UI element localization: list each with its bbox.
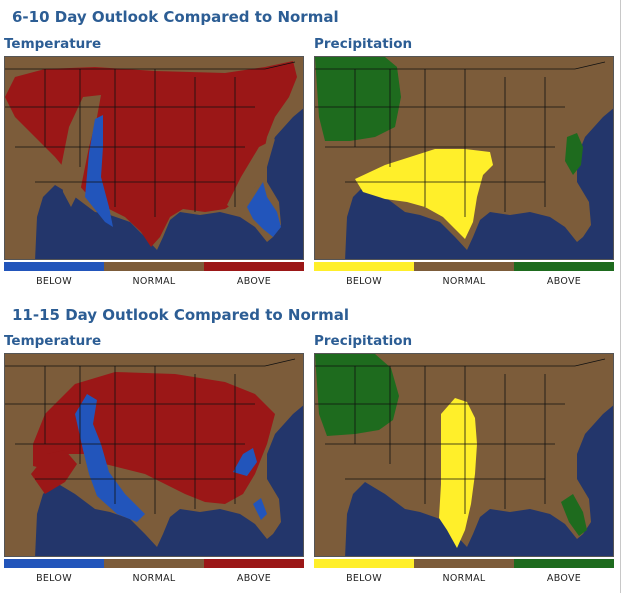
legend-swatch-below bbox=[4, 559, 104, 568]
legend-swatch-above bbox=[514, 262, 614, 271]
temperature-map-6-10 bbox=[4, 56, 304, 260]
legend-label-above: ABOVE bbox=[236, 276, 272, 287]
above-normal-east-coast bbox=[565, 133, 583, 175]
legend-swatch-normal bbox=[414, 559, 514, 568]
state-borders bbox=[315, 358, 606, 514]
state-borders bbox=[5, 358, 296, 514]
legend-swatch-below bbox=[4, 262, 104, 271]
legend-swatch-normal bbox=[414, 262, 514, 271]
precipitation-title-11-15: Precipitation bbox=[314, 333, 413, 349]
legend-swatch-above bbox=[204, 262, 304, 271]
below-normal-plains bbox=[439, 398, 477, 548]
above-normal-southwest-band bbox=[31, 450, 77, 494]
temperature-map-6-10-svg bbox=[5, 57, 303, 259]
legend-label-normal: NORMAL bbox=[132, 573, 176, 584]
normal-streak-west bbox=[61, 95, 101, 207]
legend-label-normal: NORMAL bbox=[442, 276, 486, 287]
temperature-legend-bar-6-10 bbox=[4, 262, 304, 271]
legend-label-normal: NORMAL bbox=[132, 276, 176, 287]
temperature-map-11-15-svg bbox=[5, 354, 303, 556]
temperature-legend-bar-11-15 bbox=[4, 559, 304, 568]
legend-swatch-normal bbox=[104, 559, 204, 568]
legend-label-below: BELOW bbox=[346, 573, 382, 584]
below-normal-lakes bbox=[233, 448, 257, 476]
precipitation-legend-bar-6-10 bbox=[314, 262, 614, 271]
below-normal-west bbox=[75, 394, 145, 522]
legend-label-below: BELOW bbox=[36, 573, 72, 584]
section-title-11-15: 11-15 Day Outlook Compared to Normal bbox=[12, 306, 350, 324]
below-normal-florida bbox=[253, 498, 267, 520]
precipitation-map-6-10-svg bbox=[315, 57, 613, 259]
legend-label-normal: NORMAL bbox=[442, 573, 486, 584]
page-right-border bbox=[620, 0, 621, 593]
precipitation-map-6-10 bbox=[314, 56, 614, 260]
precipitation-map-11-15 bbox=[314, 353, 614, 557]
precipitation-title-6-10: Precipitation bbox=[314, 36, 413, 52]
legend-label-below: BELOW bbox=[346, 276, 382, 287]
temperature-title-6-10: Temperature bbox=[4, 36, 102, 52]
state-borders bbox=[315, 61, 606, 217]
legend-label-above: ABOVE bbox=[546, 573, 582, 584]
legend-label-above: ABOVE bbox=[546, 276, 582, 287]
temperature-legend-labels-11-15: BELOW NORMAL ABOVE bbox=[4, 573, 304, 584]
temperature-legend-labels-6-10: BELOW NORMAL ABOVE bbox=[4, 276, 304, 287]
above-normal-northwest bbox=[315, 354, 399, 436]
below-normal-florida bbox=[247, 182, 281, 237]
temperature-title-11-15: Temperature bbox=[4, 333, 102, 349]
section-title-6-10: 6-10 Day Outlook Compared to Normal bbox=[12, 8, 339, 26]
below-normal-south bbox=[355, 149, 493, 239]
legend-swatch-above bbox=[204, 559, 304, 568]
above-normal-northwest bbox=[315, 57, 401, 141]
state-borders bbox=[5, 61, 296, 217]
temperature-map-11-15 bbox=[4, 353, 304, 557]
legend-label-above: ABOVE bbox=[236, 573, 272, 584]
above-normal-florida bbox=[561, 494, 587, 536]
legend-swatch-normal bbox=[104, 262, 204, 271]
below-normal-streak-west bbox=[85, 115, 113, 227]
precipitation-legend-bar-11-15 bbox=[314, 559, 614, 568]
legend-swatch-above bbox=[514, 559, 614, 568]
precipitation-legend-labels-6-10: BELOW NORMAL ABOVE bbox=[314, 276, 614, 287]
precipitation-legend-labels-11-15: BELOW NORMAL ABOVE bbox=[314, 573, 614, 584]
normal-streak-east bbox=[227, 139, 275, 213]
legend-swatch-below bbox=[314, 262, 414, 271]
legend-label-below: BELOW bbox=[36, 276, 72, 287]
above-normal-region bbox=[5, 61, 297, 247]
legend-swatch-below bbox=[314, 559, 414, 568]
precipitation-map-11-15-svg bbox=[315, 354, 613, 556]
